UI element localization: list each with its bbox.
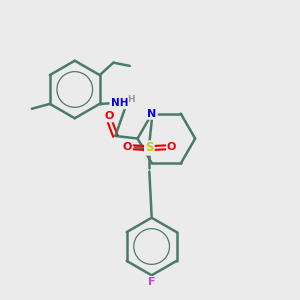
Text: H: H bbox=[128, 95, 135, 104]
Text: F: F bbox=[148, 277, 155, 287]
Text: NH: NH bbox=[111, 98, 128, 108]
Text: O: O bbox=[122, 142, 132, 152]
Text: S: S bbox=[145, 142, 154, 154]
Text: O: O bbox=[167, 142, 176, 152]
Text: O: O bbox=[167, 142, 176, 152]
Text: S: S bbox=[145, 142, 154, 154]
Text: O: O bbox=[105, 111, 114, 121]
Text: F: F bbox=[148, 277, 155, 287]
Text: NH: NH bbox=[111, 98, 128, 108]
Text: O: O bbox=[105, 111, 114, 121]
Text: N: N bbox=[147, 109, 157, 118]
Text: N: N bbox=[147, 109, 157, 118]
Text: O: O bbox=[122, 142, 132, 152]
